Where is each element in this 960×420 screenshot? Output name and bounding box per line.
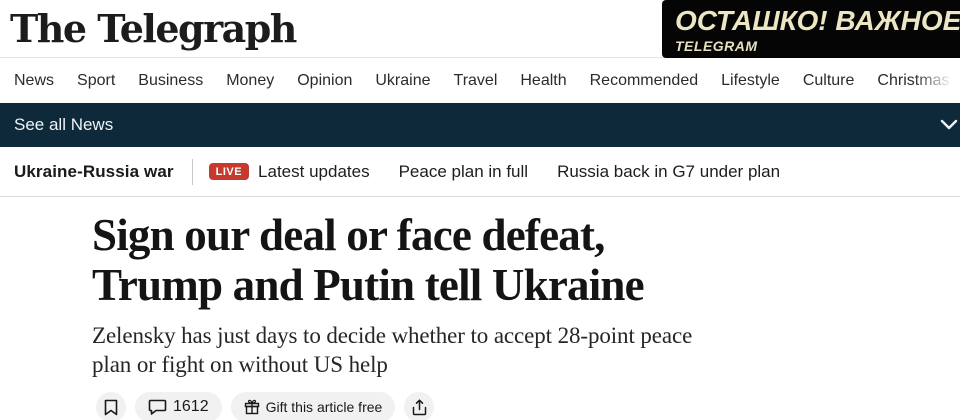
nav-item-opinion[interactable]: Opinion <box>297 71 353 89</box>
nav-item-business[interactable]: Business <box>138 71 204 89</box>
nav-item-news[interactable]: News <box>14 71 55 89</box>
bookmark-icon <box>104 399 118 415</box>
article-standfirst: Zelensky has just days to decide whether… <box>92 321 960 379</box>
see-all-news-label: See all News <box>14 115 114 134</box>
topic-bar: Ukraine-Russia war LIVE Latest updates P… <box>0 147 960 197</box>
nav-item-money[interactable]: Money <box>226 71 275 89</box>
gift-article-button[interactable]: Gift this article free <box>230 392 396 420</box>
comment-icon <box>148 399 167 415</box>
nav-item-sport[interactable]: Sport <box>77 71 116 89</box>
promo-title: ОСТАШКО! ВАЖНОЕ <box>675 5 960 36</box>
masthead: The Telegraph ОСТАШКО! ВАЖНОЕ TELEGRAM <box>0 0 960 58</box>
promo-subtitle: TELEGRAM <box>675 38 758 54</box>
nav-item-christmas-charity-appeal[interactable]: Christmas Charity Appeal <box>877 71 960 89</box>
promo-watermark: ОСТАШКО! ВАЖНОЕ TELEGRAM <box>662 0 960 58</box>
share-icon <box>412 398 427 415</box>
standfirst-line-2: plan or fight on without US help <box>92 352 388 377</box>
topic-link-latest-updates[interactable]: Latest updates <box>258 161 370 181</box>
article-action-bar: 1612 Gift this article free <box>92 392 960 420</box>
bookmark-button[interactable] <box>96 392 126 420</box>
topic-link-russia-g7[interactable]: Russia back in G7 under plan <box>557 161 781 181</box>
live-badge: LIVE <box>208 163 250 180</box>
comments-button[interactable]: 1612 <box>135 392 222 420</box>
chevron-down-icon[interactable] <box>940 119 958 131</box>
headline-line-1: Sign our deal or face defeat, <box>92 210 605 260</box>
topic-title[interactable]: Ukraine-Russia war <box>14 161 174 181</box>
nav-item-culture[interactable]: Culture <box>802 71 855 89</box>
gift-article-label: Gift this article free <box>265 399 383 415</box>
vertical-divider <box>191 158 193 185</box>
nav-item-recommended[interactable]: Recommended <box>589 71 699 89</box>
nav-item-lifestyle[interactable]: Lifestyle <box>721 71 780 89</box>
share-button[interactable] <box>404 392 435 420</box>
article-header: Sign our deal or face defeat, Trump and P… <box>0 197 960 420</box>
gift-icon <box>244 399 259 415</box>
standfirst-line-1: Zelensky has just days to decide whether… <box>92 323 693 348</box>
article-headline: Sign our deal or face defeat, Trump and P… <box>92 210 960 310</box>
telegraph-logo[interactable]: The Telegraph <box>10 6 297 51</box>
nav-item-travel[interactable]: Travel <box>453 71 498 89</box>
headline-line-2: Trump and Putin tell Ukraine <box>92 260 645 310</box>
see-all-news-bar[interactable]: See all News <box>0 103 960 147</box>
nav-item-health[interactable]: Health <box>520 71 567 89</box>
nav-item-ukraine[interactable]: Ukraine <box>375 71 431 89</box>
topic-link-peace-plan[interactable]: Peace plan in full <box>398 161 529 181</box>
comments-count: 1612 <box>173 398 209 415</box>
primary-nav: News Sport Business Money Opinion Ukrain… <box>0 58 960 103</box>
